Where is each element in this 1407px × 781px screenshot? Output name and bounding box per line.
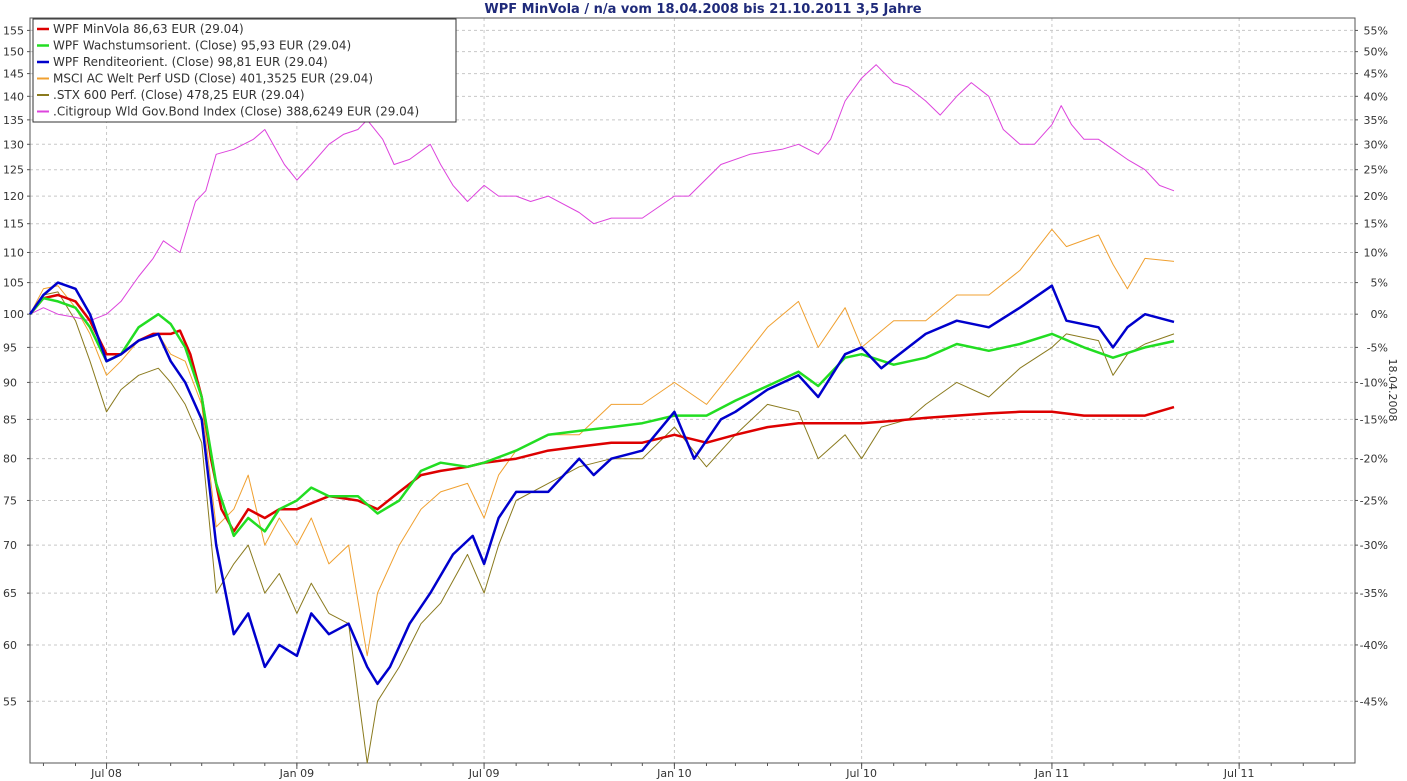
right-tick-label: 55% [1364, 24, 1388, 37]
right-tick-label: -10% [1360, 376, 1388, 389]
legend-entry: .Citigroup Wld Gov.Bond Index (Close) 38… [53, 105, 419, 119]
grid [30, 18, 1355, 763]
right-tick-label: 45% [1364, 68, 1388, 81]
right-tick-label: -20% [1360, 453, 1388, 466]
right-axis: -45% -40% -35% -30% -25% -20% -15% -10% -5% 0% 5% 1… [1355, 24, 1388, 708]
legend-entry: WPF Wachstumsorient. (Close) 95,93 EUR (… [53, 39, 351, 53]
left-axis: 55 60 65 70 75 80 85 90 95 100 105 110 115 120 125 130 1… [3, 24, 30, 708]
left-tick-label: 120 [3, 190, 24, 203]
x-tick-label: Jul 09 [468, 767, 500, 780]
left-tick-label: 110 [3, 246, 24, 259]
right-tick-label: 30% [1364, 138, 1388, 151]
right-tick-label: -35% [1360, 587, 1388, 600]
x-tick-label: Jul 08 [90, 767, 122, 780]
right-tick-label: 15% [1364, 218, 1388, 231]
series-line-5 [29, 64, 1175, 322]
left-tick-label: 85 [3, 413, 17, 426]
left-tick-label: 150 [3, 46, 24, 59]
legend-entry: .STX 600 Perf. (Close) 478,25 EUR (29.04… [53, 88, 305, 102]
left-tick-label: 140 [3, 90, 24, 103]
left-tick-label: 55 [3, 695, 17, 708]
left-tick-label: 90 [3, 376, 17, 389]
legend-box [32, 18, 457, 123]
left-tick-label: 60 [3, 639, 17, 652]
right-tick-label: -40% [1360, 639, 1388, 652]
legend-entry: WPF MinVola 86,63 EUR (29.04) [53, 22, 244, 36]
left-tick-label: 80 [3, 453, 17, 466]
x-tick-label: Jul 10 [845, 767, 877, 780]
right-tick-label: 40% [1364, 90, 1388, 103]
left-tick-label: 75 [3, 494, 17, 507]
right-tick-label: 35% [1364, 114, 1388, 127]
x-axis: Jul 08 Jan 09 Jul 09 Jan 10 Jul 10 Jan 11 Jul … [42, 763, 1335, 780]
right-tick-label: 5% [1371, 277, 1388, 290]
right-tick-label: -15% [1360, 413, 1388, 426]
right-tick-label: -30% [1360, 539, 1388, 552]
right-tick-label: -45% [1360, 695, 1388, 708]
left-tick-label: 95 [3, 341, 17, 354]
right-tick-label: -5% [1367, 341, 1388, 354]
x-tick-label: Jan 09 [279, 767, 314, 780]
left-tick-label: 130 [3, 138, 24, 151]
right-tick-label: -25% [1360, 494, 1388, 507]
legend-entry: MSCI AC Welt Perf USD (Close) 401,3525 E… [53, 72, 373, 86]
right-tick-label: 20% [1364, 190, 1388, 203]
right-tick-label: 50% [1364, 46, 1388, 59]
right-tick-label: 0% [1371, 308, 1388, 321]
x-tick-label: Jan 10 [656, 767, 691, 780]
legend-entry: WPF Renditeorient. (Close) 98,81 EUR (29… [53, 55, 328, 69]
left-tick-label: 105 [3, 277, 24, 290]
left-tick-label: 125 [3, 164, 24, 177]
series-line-4 [29, 291, 1175, 764]
series-line-3 [29, 228, 1175, 657]
legend: WPF MinVola 86,63 EUR (29.04) WPF Wachstu… [32, 18, 457, 123]
right-tick-label: 10% [1364, 246, 1388, 259]
left-tick-label: 70 [3, 539, 17, 552]
left-tick-label: 155 [3, 24, 24, 37]
start-date-label: 18.04.2008 [1386, 359, 1399, 422]
left-tick-label: 65 [3, 587, 17, 600]
chart-title: WPF MinVola / n/a vom 18.04.2008 bis 21.… [484, 2, 921, 17]
x-tick-label: Jan 11 [1034, 767, 1069, 780]
left-tick-label: 115 [3, 218, 24, 231]
plot-area-border [29, 17, 1356, 764]
x-tick-label: Jul 11 [1223, 767, 1255, 780]
series-line-1 [29, 296, 1175, 538]
right-tick-label: 25% [1364, 164, 1388, 177]
left-tick-label: 135 [3, 114, 24, 127]
left-tick-label: 100 [3, 308, 24, 321]
series-layer [28, 64, 1175, 764]
left-tick-label: 145 [3, 68, 24, 81]
series-line-2 [28, 281, 1175, 686]
